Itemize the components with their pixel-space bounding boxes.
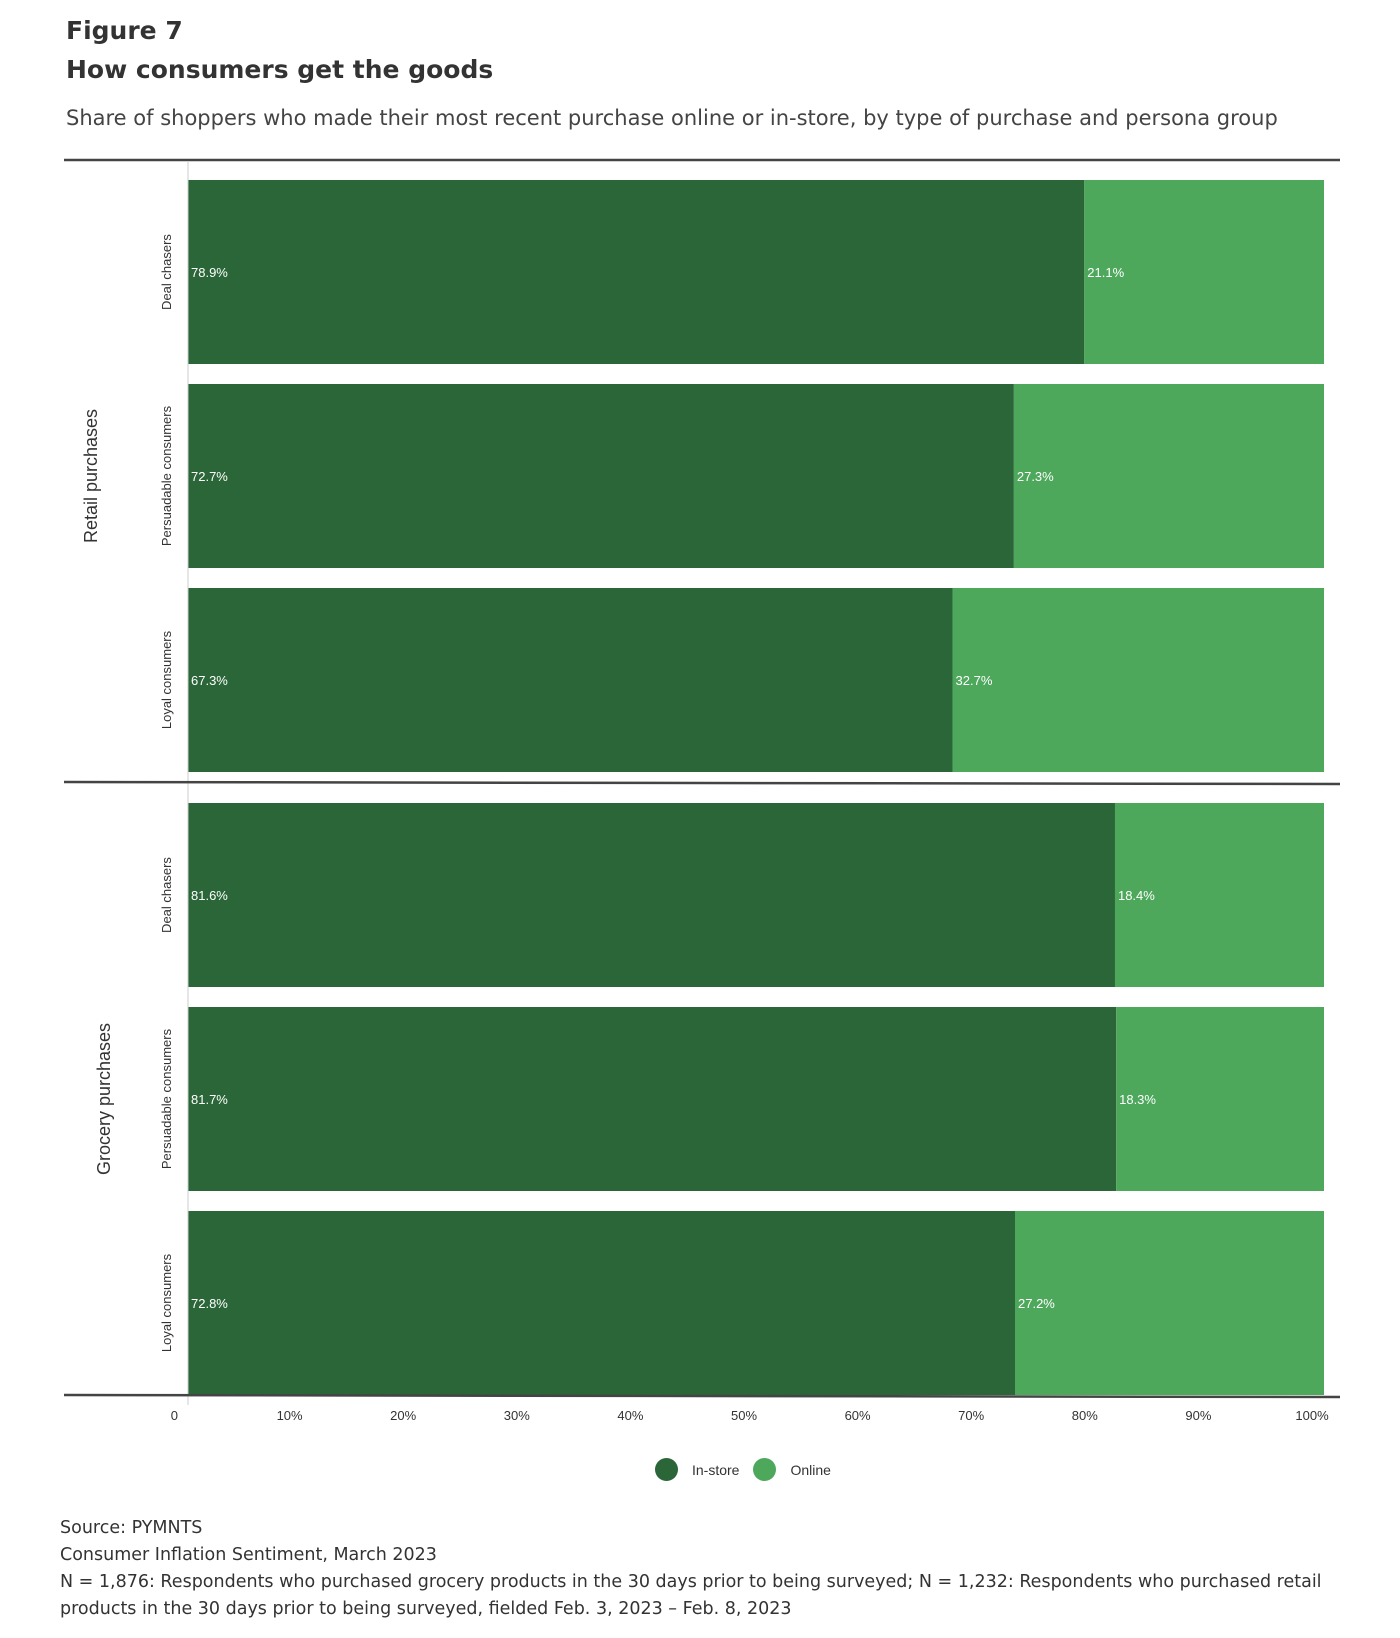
data-label-online-1-1: 18.3% <box>1119 1092 1156 1107</box>
stacked-bar-chart: 78.9% 21.1% Deal chasers 72.7% 27.3% Persuada… <box>63 158 1341 1423</box>
legend-label-instore: In-store <box>692 1461 740 1478</box>
group-label-0: Retail purchases <box>81 409 101 543</box>
bar-instore-0-2 <box>188 588 953 772</box>
footnotes: Source: PYMNTS Consumer Inflation Sentim… <box>60 1515 1390 1623</box>
data-label-online-0-1: 27.3% <box>1017 469 1054 484</box>
survey-line: Consumer Inflation Sentiment, March 2023 <box>60 1545 437 1565</box>
figure-label: Figure 7 <box>66 16 183 45</box>
legend-item-instore: In-store <box>655 1458 739 1481</box>
bar-online-1-1 <box>1116 1007 1324 1191</box>
category-label-1-2: Loyal consumers <box>159 1253 174 1352</box>
category-label-1-0: Deal chasers <box>159 857 174 933</box>
data-label-instore-1-2: 72.8% <box>191 1296 228 1311</box>
bar-online-0-0 <box>1084 180 1324 364</box>
data-label-instore-0-1: 72.7% <box>191 469 228 484</box>
bar-instore-1-1 <box>188 1007 1117 1191</box>
bar-online-1-2 <box>1015 1211 1324 1395</box>
data-label-online-0-0: 21.1% <box>1087 265 1124 280</box>
x-tick-label-3: 30% <box>504 1408 530 1423</box>
bar-online-1-0 <box>1114 803 1324 987</box>
x-tick-label-10: 100% <box>1295 1408 1329 1423</box>
group-separator <box>63 780 1341 786</box>
group-label-1: Grocery purchases <box>94 1023 114 1175</box>
bar-online-0-1 <box>1013 384 1324 568</box>
bar-instore-0-1 <box>188 384 1014 568</box>
x-tick-label-6: 60% <box>845 1408 871 1423</box>
bottom-rule <box>63 1393 1341 1399</box>
x-tick-label-9: 90% <box>1185 1408 1211 1423</box>
data-label-online-1-0: 18.4% <box>1118 888 1155 903</box>
category-label-0-2: Loyal consumers <box>159 630 174 729</box>
category-label-0-1: Persuadable consumers <box>159 405 174 546</box>
x-tick-label-4: 40% <box>617 1408 643 1423</box>
category-label-0-0: Deal chasers <box>159 234 174 310</box>
legend-swatch-instore <box>655 1458 678 1481</box>
bar-instore-1-0 <box>188 803 1115 987</box>
data-label-online-1-2: 27.2% <box>1018 1296 1055 1311</box>
data-label-instore-0-0: 78.9% <box>191 265 228 280</box>
x-tick-label-8: 80% <box>1072 1408 1098 1423</box>
chart-legend: In-store Online <box>655 1458 845 1481</box>
sample-note: N = 1,876: Respondents who purchased gro… <box>60 1572 1322 1619</box>
legend-swatch-online <box>753 1458 777 1481</box>
x-tick-label-7: 70% <box>958 1408 984 1423</box>
x-tick-label-5: 50% <box>731 1408 757 1423</box>
x-tick-label-0: 0 <box>171 1408 178 1423</box>
bar-instore-0-0 <box>188 180 1085 364</box>
category-label-1-1: Persuadable consumers <box>159 1028 174 1169</box>
x-tick-label-1: 10% <box>277 1408 303 1423</box>
bar-online-0-2 <box>952 588 1324 772</box>
legend-label-online: Online <box>790 1461 831 1478</box>
data-label-instore-1-1: 81.7% <box>191 1092 228 1107</box>
data-label-instore-1-0: 81.6% <box>191 888 228 903</box>
legend-item-online: Online <box>753 1458 831 1481</box>
data-label-instore-0-2: 67.3% <box>191 673 228 688</box>
chart-subtitle: Share of shoppers who made their most re… <box>66 106 1278 130</box>
chart-title: How consumers get the goods <box>66 55 494 84</box>
data-label-online-0-2: 32.7% <box>956 673 993 688</box>
x-tick-label-2: 20% <box>390 1408 416 1423</box>
source-line: Source: PYMNTS <box>60 1518 203 1538</box>
bar-instore-1-2 <box>188 1211 1016 1395</box>
